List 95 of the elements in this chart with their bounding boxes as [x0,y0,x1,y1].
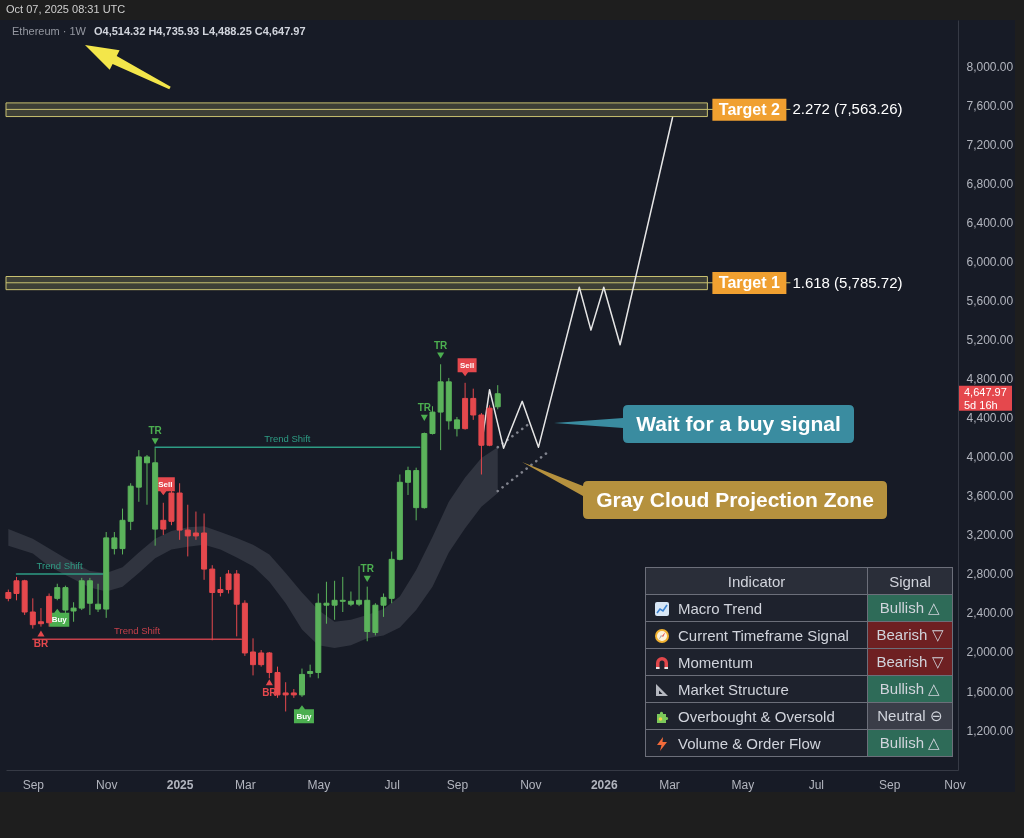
candlestick [405,466,412,496]
candlestick [143,454,150,506]
category-label: Volume & Order Flow [645,729,868,757]
x-tick-label: Mar [235,777,256,792]
candlestick [209,564,216,641]
annotation: Gray Cloud Projection Zone [596,488,874,511]
text: Bearish ▽ [876,626,944,643]
candlestick [494,384,501,410]
series-label: Buy [51,615,68,625]
text: Sell [459,360,475,370]
category-label: Market Structure [645,675,868,703]
category-label: Overbought & Oversold [645,702,868,730]
y-tick-label: 6,800.00 [966,177,1014,192]
point [265,679,273,686]
candlestick [86,577,93,616]
candlestick [160,502,167,536]
y-tick-label: 4,800.00 [966,372,1014,387]
text: Neutral ⊖ [877,707,943,724]
text: Oct 07, 2025 08:31 UTC [6,3,126,15]
ref-line-label: 2.272 (7,563.26) [792,100,903,118]
x-tick-label: Sep [446,777,469,792]
x-tick-label: 2025 [166,777,194,792]
text: Bullish △ [879,680,941,697]
y-tick-label: 8,000.00 [966,60,1014,75]
point [437,352,445,359]
y-tick-label: 7,200.00 [966,138,1014,153]
category-label: Current Timeframe Signal [645,621,868,649]
y-tick-label: 2,800.00 [966,567,1014,582]
y-tick-label: 3,200.00 [966,528,1014,543]
chart-subtitle: O4,514.32 H4,735.93 L4,488.25 C4,647.97 [93,25,306,37]
candlestick [282,681,289,712]
x-tick-label: 2026 [590,777,618,792]
category-label: Momentum [645,648,868,676]
series-label: TR [148,425,163,437]
candlestick [37,607,44,628]
text: Bearish ▽ [876,653,944,670]
point [363,575,371,582]
y-tick-label: 4,400.00 [966,411,1014,426]
candlestick [347,591,354,607]
candlestick [250,637,257,676]
candlestick [307,664,314,678]
y-tick-label: 6,400.00 [966,216,1014,231]
y-tick-label: 2,000.00 [966,645,1014,660]
y-tick-label: 6,000.00 [966,255,1014,270]
y-tick-label: 5,600.00 [966,294,1014,309]
chart-title: Ethereum · 1W [12,25,86,37]
annotation: Wait for a buy signal [636,412,841,435]
candlestick [453,416,460,437]
text: Bullish △ [879,734,941,751]
band-label: Target 2 [718,100,781,118]
x-tick-label: Sep [879,777,901,792]
candlestick [470,388,477,421]
annotation: Indicator [645,567,868,595]
ref-line-label: 1.618 (5,785.72) [792,273,903,291]
text: TR [360,562,374,574]
candlestick [29,597,36,630]
series-label: Trend Shift [114,625,161,637]
candlestick [192,511,199,541]
x-tick-label: Nov [96,777,118,792]
text: Buy [296,711,312,721]
band-label: Target 1 [718,274,781,292]
point [420,414,428,421]
x-tick-label: Nov [520,777,542,792]
y-tick-label: 7,600.00 [966,99,1014,114]
y-tick-label: 1,600.00 [966,684,1014,699]
series-label: Trend Shift [264,433,311,445]
series-label: Sell [158,479,173,489]
candlestick [339,576,346,613]
text: Bullish △ [879,599,941,616]
text: 4,647.97 5d 16h [964,386,1007,411]
x-tick-label: May [307,777,331,792]
category-label: Macro Trend [645,594,868,622]
series-label: Trend Shift [36,559,84,571]
annotation: Signal [867,567,953,595]
candlestick [184,504,191,557]
y-tick-label: 1,200.00 [966,723,1014,738]
point [151,438,159,445]
text: TR [417,401,431,413]
candlestick [95,583,102,613]
x-tick-label: Sep [22,777,45,792]
y-tick-label: 2,400.00 [966,606,1014,621]
text: TR [433,339,448,351]
y-tick-label: 5,200.00 [966,333,1014,348]
y-tick-label: 4,000.00 [966,450,1014,465]
x-tick-label: Jul [384,777,400,792]
text: BR [33,638,49,650]
series-label: BR [262,687,278,699]
x-tick-label: Mar [659,777,680,792]
candlestick [298,668,305,698]
x-tick-label: Jul [808,777,825,792]
point [37,630,45,637]
x-tick-label: Nov [944,777,966,792]
candlestick [274,666,281,699]
x-tick-label: May [731,777,755,792]
y-tick-label: 3,600.00 [966,489,1014,504]
